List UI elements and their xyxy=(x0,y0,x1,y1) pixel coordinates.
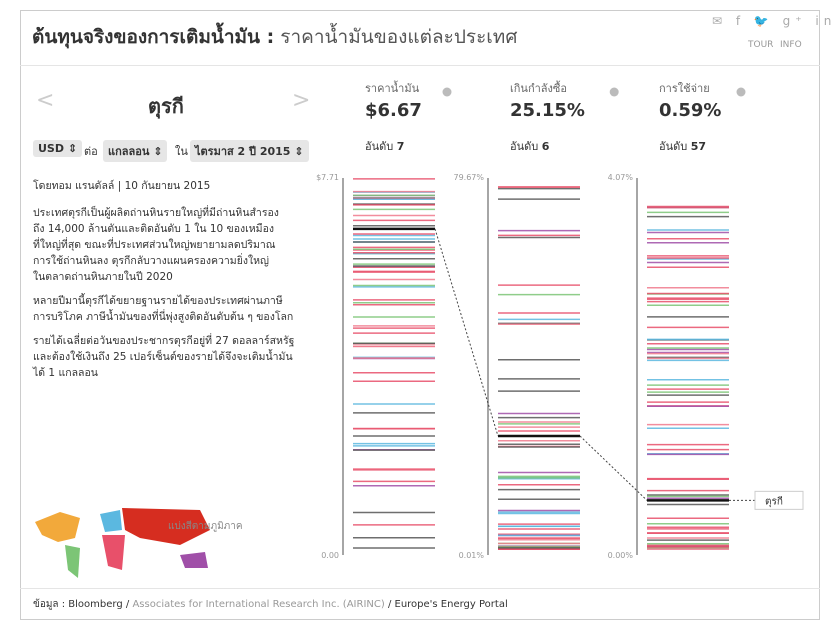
connector xyxy=(579,435,648,501)
byline: โดยทอม แรนดัลล์ | 10 กันยายน 2015 xyxy=(33,180,211,192)
unit-select[interactable]: แกลลอน ⇕ xyxy=(103,140,168,162)
share-icons[interactable]: ✉ f 🐦 g⁺ in xyxy=(712,14,837,28)
axis-min-label: 0.00 xyxy=(321,551,339,560)
paragraph-line: ที่ใหญ่ที่สุด ขณะที่ประเทศส่วนใหญ่พยายาม… xyxy=(33,239,276,251)
axis-min-label: 0.00% xyxy=(608,551,634,560)
rank: อันดับ 7 xyxy=(365,140,404,153)
rank-label: อันดับ xyxy=(659,140,687,153)
help-icon xyxy=(609,87,619,97)
currency-select[interactable]: USD ⇕ xyxy=(33,140,83,157)
per-label: ต่อ xyxy=(84,145,98,158)
currency: USD xyxy=(38,142,64,155)
frame xyxy=(20,10,820,620)
column-value: 0.59% xyxy=(659,100,721,121)
rank-value: 6 xyxy=(542,140,550,153)
source-link[interactable]: Associates for International Research In… xyxy=(132,599,385,610)
parallel-chart: ราคาน้ำมัน $6.67 อันดับ 7 $7.71 0.00 เกินกำลั… xyxy=(316,80,804,560)
paragraph-line: ในตลาดถ่านหินภายในปี 2020 xyxy=(33,271,173,283)
country-name: ตุรกี xyxy=(148,94,184,118)
paragraph-line: ถึง 14,000 ล้านตันและติดอันดับ 1 ใน 10 ข… xyxy=(33,223,275,235)
paragraph-line: การใช้ถ่านหินลง ตุรกีกลับวางแผนครองความย… xyxy=(33,255,269,267)
connector xyxy=(434,228,499,437)
column-value: $6.67 xyxy=(365,100,422,121)
period: ไตรมาส 2 ปี 2015 xyxy=(195,145,291,158)
help-icon xyxy=(442,87,452,97)
paragraph-line: และต้องใช้เงินถึง 25 เปอร์เซ็นต์ของรายได… xyxy=(33,351,293,363)
rank-label: อันดับ xyxy=(365,140,393,153)
next-button[interactable]: > xyxy=(292,88,311,113)
world-map: แบ่งสีตามภูมิภาค xyxy=(35,508,243,578)
title-main: ต้นทุนจริงของการเติมน้ำมัน : xyxy=(32,26,275,48)
axis-min-label: 0.01% xyxy=(459,551,485,560)
unit: แกลลอน xyxy=(108,145,150,158)
map-label: แบ่งสีตามภูมิภาค xyxy=(168,520,243,532)
paragraph-line: ประเทศตุรกีเป็นผู้ผลิตถ่านหินรายใหญ่ที่ม… xyxy=(33,207,279,219)
divider xyxy=(20,65,820,66)
rank: อันดับ 6 xyxy=(510,140,550,153)
highlight-box xyxy=(754,490,804,510)
in-label: ใน xyxy=(175,145,188,158)
rank-value: 7 xyxy=(397,140,405,153)
paragraph-line: การบริโภค ภาษีน้ำมันของที่นี่พุ่งสูงติดอ… xyxy=(33,311,294,323)
info-link[interactable]: INFO xyxy=(780,40,802,50)
column-name: ราคาน้ำมัน xyxy=(365,80,420,95)
paragraph-line: ได้ 1 แกลลอน xyxy=(33,367,98,379)
column-value: 25.15% xyxy=(510,100,585,121)
paragraph-line: รายได้เฉลี่ยต่อวันของประชากรตุรกีอยู่ที่… xyxy=(33,335,295,347)
source: / Europe's Energy Portal xyxy=(387,599,508,610)
title: ต้นทุนจริงของการเติมน้ำมัน : ราคาน้ำมันข… xyxy=(32,22,517,52)
help-icon xyxy=(736,87,746,97)
period-select[interactable]: ไตรมาส 2 ปี 2015 ⇕ xyxy=(190,140,309,162)
axis-max-label: 4.07% xyxy=(608,173,634,182)
footer: ข้อมูล : Bloomberg / Associates for Inte… xyxy=(33,597,508,612)
rank-value: 57 xyxy=(691,140,706,153)
highlight-label: ตุรกี xyxy=(765,495,783,507)
rank-label: อันดับ xyxy=(510,140,538,153)
paragraph: ประเทศตุรกีเป็นผู้ผลิตถ่านหินรายใหญ่ที่ม… xyxy=(33,205,294,285)
axis-max-label: 79.67% xyxy=(453,173,484,182)
paragraph-line: หลายปีมานี้ตุรกีได้ขยายฐานรายได้ของประเท… xyxy=(33,295,283,307)
column-name: การใช้จ่าย xyxy=(659,82,710,95)
axis-max-label: $7.71 xyxy=(316,173,339,182)
divider xyxy=(20,588,820,589)
tour-link[interactable]: TOUR xyxy=(748,40,774,50)
column-name: เกินกำลังซื้อ xyxy=(510,80,567,95)
source: ข้อมูล : Bloomberg / xyxy=(33,599,130,610)
rank: อันดับ 57 xyxy=(659,140,706,153)
paragraph: หลายปีมานี้ตุรกีได้ขยายฐานรายได้ของประเท… xyxy=(33,293,294,325)
paragraph: รายได้เฉลี่ยต่อวันของประชากรตุรกีอยู่ที่… xyxy=(33,333,294,381)
prev-button[interactable]: < xyxy=(36,88,55,113)
title-sub: ราคาน้ำมันของแต่ละประเทศ xyxy=(280,26,518,48)
article: ประเทศตุรกีเป็นผู้ผลิตถ่านหินรายใหญ่ที่ม… xyxy=(33,205,294,389)
